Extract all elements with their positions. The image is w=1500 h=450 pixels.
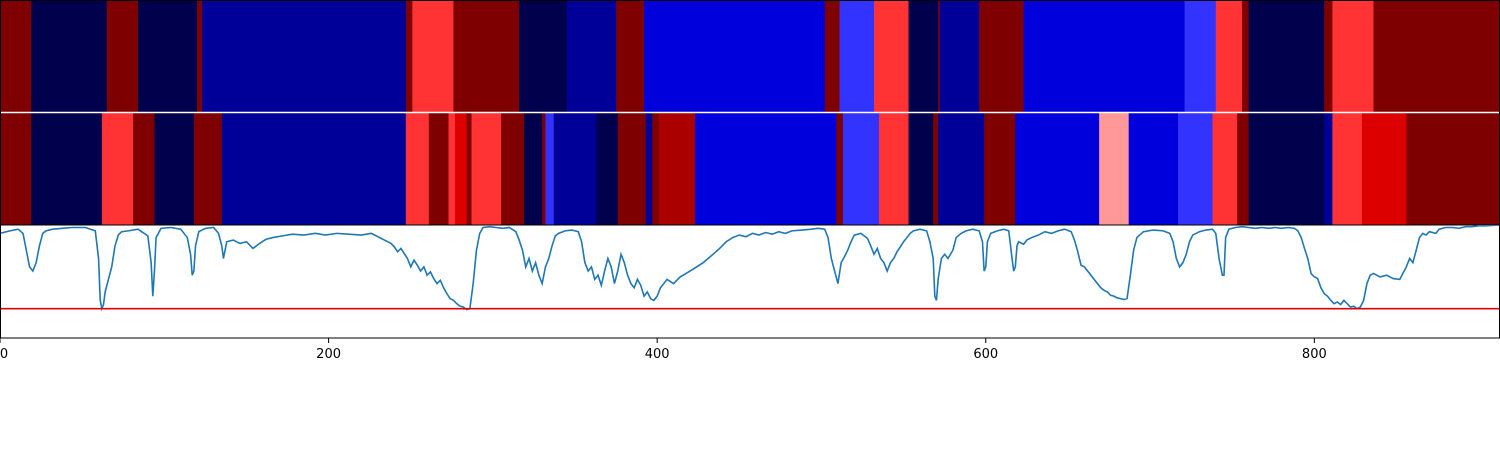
heat-segment-r1-24 bbox=[1242, 1, 1250, 113]
heat-segment-r2-19 bbox=[596, 113, 619, 225]
heat-segment-r1-10 bbox=[519, 1, 568, 113]
heat-segment-r2-17 bbox=[545, 113, 555, 225]
heat-segment-r2-29 bbox=[933, 113, 939, 225]
heat-segment-r1-22 bbox=[1184, 1, 1217, 113]
heat-segment-r2-11 bbox=[455, 113, 468, 225]
heat-segment-r1-7 bbox=[405, 1, 413, 113]
heat-segment-r2-2 bbox=[31, 113, 103, 225]
heat-segment-r1-26 bbox=[1324, 1, 1334, 113]
heat-segment-r2-38 bbox=[1248, 113, 1325, 225]
heat-segment-r2-21 bbox=[645, 113, 653, 225]
heat-segment-r2-26 bbox=[842, 113, 880, 225]
heat-segment-r2-27 bbox=[878, 113, 910, 225]
heat-segment-r1-11 bbox=[566, 1, 617, 113]
heat-segment-r2-35 bbox=[1177, 113, 1214, 225]
heat-segment-r2-3 bbox=[101, 113, 134, 225]
heat-segment-r2-4 bbox=[133, 113, 156, 225]
series-line bbox=[0, 225, 1500, 312]
x-tick-label-800: 800 bbox=[1302, 347, 1327, 362]
heat-segment-r2-1 bbox=[0, 113, 32, 225]
heat-segment-r1-13 bbox=[644, 1, 826, 113]
heat-segment-r2-18 bbox=[553, 113, 597, 225]
heat-segment-r1-15 bbox=[839, 1, 875, 113]
heat-segment-r1-2 bbox=[31, 1, 108, 113]
heat-segment-r2-7 bbox=[221, 113, 407, 225]
heat-segment-r2-15 bbox=[524, 113, 543, 225]
heat-segment-r1-19 bbox=[939, 1, 980, 113]
heat-segment-r2-14 bbox=[501, 113, 525, 225]
heat-segment-r1-3 bbox=[106, 1, 139, 113]
heat-segment-r2-8 bbox=[405, 113, 430, 225]
x-axis: 0 200 400 600 800 bbox=[0, 338, 1327, 362]
heat-segment-r2-13 bbox=[471, 113, 502, 225]
heat-segment-r1-5 bbox=[197, 1, 203, 113]
heat-segment-r1-14 bbox=[824, 1, 841, 113]
x-tick-label-400: 400 bbox=[645, 347, 670, 362]
heatmap-rows bbox=[0, 1, 1500, 226]
heat-segment-r1-17 bbox=[908, 1, 939, 113]
heat-segment-r1-6 bbox=[202, 1, 407, 113]
heat-segment-r1-18 bbox=[938, 1, 941, 113]
heat-segment-r1-9 bbox=[453, 1, 520, 113]
heat-segment-r1-16 bbox=[874, 1, 910, 113]
heat-segment-r1-20 bbox=[979, 1, 1025, 113]
x-tick-label-200: 200 bbox=[316, 347, 341, 362]
heat-segment-r2-36 bbox=[1212, 113, 1238, 225]
heat-segment-r2-10 bbox=[448, 113, 456, 225]
line-plot-area bbox=[0, 225, 1500, 312]
heat-segment-r2-28 bbox=[908, 113, 934, 225]
heat-segment-r1-25 bbox=[1248, 1, 1325, 113]
heat-segment-r2-23 bbox=[658, 113, 696, 225]
heat-segment-r2-32 bbox=[1015, 113, 1100, 225]
heat-segment-r2-16 bbox=[542, 113, 547, 225]
x-tick-label-600: 600 bbox=[973, 347, 998, 362]
heat-segment-r2-24 bbox=[694, 113, 837, 225]
heat-segment-r1-1 bbox=[0, 1, 32, 113]
heat-segment-r2-42 bbox=[1406, 113, 1500, 225]
heat-segment-r2-40 bbox=[1332, 113, 1363, 225]
heat-segment-r1-21 bbox=[1023, 1, 1186, 113]
heat-segment-r2-31 bbox=[984, 113, 1016, 225]
heat-segment-r1-23 bbox=[1215, 1, 1243, 113]
heat-segment-r1-8 bbox=[412, 1, 455, 113]
heat-segment-r2-34 bbox=[1128, 113, 1179, 225]
heat-segment-r1-4 bbox=[138, 1, 198, 113]
heat-segment-r2-39 bbox=[1324, 113, 1334, 225]
heat-segment-r2-5 bbox=[154, 113, 195, 225]
heat-segment-r2-20 bbox=[617, 113, 647, 225]
x-tick-label-0: 0 bbox=[0, 347, 8, 362]
heat-segment-r2-12 bbox=[466, 113, 473, 225]
heat-segment-r2-9 bbox=[428, 113, 450, 225]
heat-segment-r2-25 bbox=[836, 113, 844, 225]
heat-segment-r2-33 bbox=[1099, 113, 1130, 225]
heat-segment-r1-27 bbox=[1332, 1, 1375, 113]
heat-segment-r2-22 bbox=[652, 113, 660, 225]
heat-segment-r1-28 bbox=[1373, 1, 1500, 113]
heat-segment-r2-37 bbox=[1237, 113, 1250, 225]
heat-segment-r2-30 bbox=[938, 113, 985, 225]
heat-segment-r2-6 bbox=[193, 113, 223, 225]
heat-segment-r1-12 bbox=[616, 1, 645, 113]
heat-segment-r2-41 bbox=[1361, 113, 1407, 225]
